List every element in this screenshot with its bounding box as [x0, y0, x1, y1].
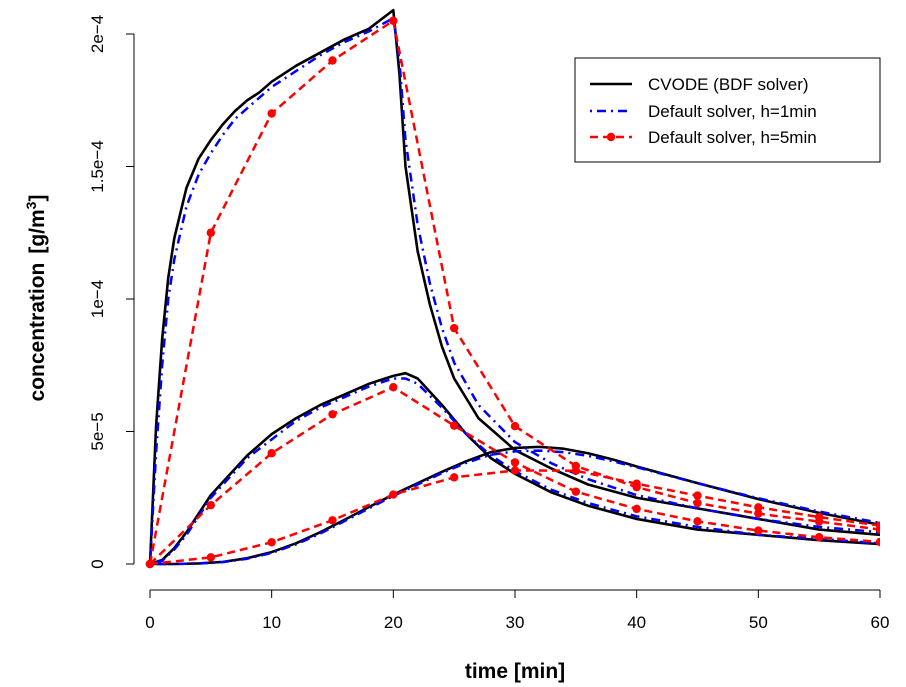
- data-point-h5: [814, 512, 824, 522]
- y-tick-label: 1.5e−4: [88, 140, 107, 192]
- x-tick-label: 0: [145, 613, 154, 632]
- data-curves: [145, 8, 880, 569]
- data-point-h5: [206, 500, 216, 510]
- y-axis-title: concentration [g/m3]: [23, 195, 49, 402]
- data-point-h5: [571, 487, 581, 496]
- x-tick-label: 50: [749, 613, 768, 632]
- data-point-h5: [449, 323, 459, 333]
- data-point-h5: [875, 537, 880, 547]
- x-tick-label: 30: [506, 613, 525, 632]
- data-point-h5: [754, 526, 763, 535]
- data-point-h5: [145, 559, 155, 569]
- data-point-h5: [510, 466, 520, 475]
- series-line-h5-7: [149, 386, 880, 565]
- series-line-h1-3: [148, 16, 880, 565]
- y-axis-title-unit-close: ]: [26, 195, 49, 202]
- series-line-cvode-0: [148, 8, 880, 565]
- x-axis: 0 10 20 30 40 50 60: [145, 589, 890, 632]
- data-point-h5: [389, 490, 398, 499]
- legend-label-h5: Default solver, h=5min: [648, 128, 817, 147]
- data-point-h5: [693, 491, 702, 500]
- data-point-h5: [206, 553, 216, 562]
- data-point-h5: [389, 16, 398, 25]
- y-tick-label: 0: [88, 559, 107, 568]
- legend-label-cvode: CVODE (BDF solver): [648, 75, 809, 94]
- data-point-h5: [754, 509, 763, 518]
- y-axis-title-unit: [g/m: [26, 209, 49, 253]
- data-point-h5: [267, 109, 276, 118]
- series-line-cvode-1: [149, 371, 880, 566]
- data-point-h5: [875, 521, 880, 530]
- data-point-h5: [510, 422, 520, 431]
- data-point-h5: [328, 516, 337, 525]
- legend-label-h1: Default solver, h=1min: [648, 102, 817, 121]
- data-point-h5: [449, 421, 459, 430]
- data-point-h5: [632, 479, 641, 488]
- x-axis-title: time [min]: [465, 660, 565, 683]
- y-tick-label: 1e−4: [88, 280, 107, 318]
- data-point-h5: [267, 538, 276, 547]
- data-point-h5: [328, 410, 337, 419]
- y-axis: 0 5e−5 1e−4 1.5e−4 2e−4: [88, 15, 135, 569]
- data-point-h5: [328, 56, 337, 65]
- y-tick-label: 2e−4: [88, 15, 107, 53]
- data-point-h5: [510, 458, 520, 467]
- series-line-h5-8: [149, 469, 880, 566]
- data-point-h5: [389, 383, 398, 392]
- series-line-h1-5: [150, 449, 880, 566]
- series-line-h5-6: [148, 19, 880, 565]
- data-point-h5: [206, 228, 216, 237]
- data-point-h5: [693, 498, 702, 508]
- x-tick-label: 20: [384, 613, 403, 632]
- x-tick-label: 40: [627, 613, 646, 632]
- x-tick-label: 10: [262, 613, 281, 632]
- data-point-h5: [632, 504, 641, 514]
- data-point-h5: [449, 473, 459, 482]
- data-point-h5: [267, 449, 276, 458]
- series-line-cvode-2: [150, 445, 880, 566]
- x-tick-label: 60: [871, 613, 890, 632]
- data-point-h5: [754, 503, 763, 512]
- y-tick-label: 5e−5: [88, 412, 107, 450]
- data-point-h5: [814, 533, 824, 542]
- y-axis-title-unit-exponent: 3: [23, 201, 39, 209]
- y-axis-title-text: concentration: [26, 263, 49, 402]
- legend-swatch-h5-marker: [606, 132, 616, 142]
- data-point-h5: [693, 517, 702, 526]
- data-point-h5: [571, 466, 581, 475]
- legend: CVODE (BDF solver) Default solver, h=1mi…: [574, 57, 881, 163]
